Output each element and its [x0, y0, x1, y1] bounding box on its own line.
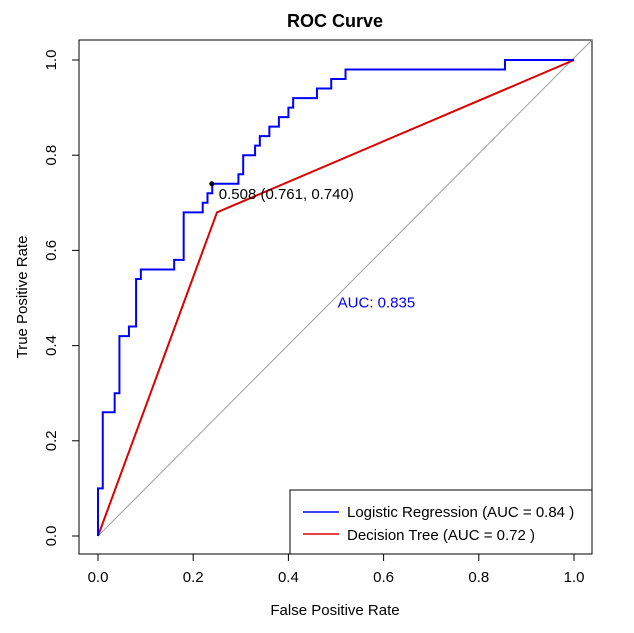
legend-box [289, 489, 593, 555]
y-axis: 0.0 0.2 0.4 0.6 0.8 1.0 [43, 50, 80, 547]
y-tick-label: 0.2 [43, 430, 60, 451]
x-tick-label: 0.8 [468, 569, 489, 586]
auc-annotation: AUC: 0.835 [338, 295, 416, 312]
y-axis-label: True Positive Rate [14, 236, 31, 359]
y-tick-label: 1.0 [43, 50, 60, 71]
decision-tree-roc-line [97, 59, 575, 537]
x-tick-label: 0.0 [88, 569, 109, 586]
threshold-point [209, 181, 215, 187]
legend: Logistic Regression (AUC = 0.84 ) Decisi… [289, 489, 593, 555]
x-tick-label: 1.0 [564, 569, 585, 586]
x-tick-label: 0.4 [278, 569, 299, 586]
diagonal-reference-line [97, 39, 593, 537]
plot-area: 0.508 (0.761, 0.740) AUC: 0.835 [97, 39, 593, 537]
chart-title: ROC Curve [287, 11, 383, 31]
x-axis: 0.0 0.2 0.4 0.6 0.8 1.0 [88, 553, 585, 586]
y-tick-label: 0.8 [43, 145, 60, 166]
logistic-regression-roc-line [97, 59, 574, 536]
legend-label-logistic: Logistic Regression (AUC = 0.84 ) [347, 504, 574, 521]
y-tick-label: 0.4 [43, 335, 60, 356]
y-tick-label: 0.0 [43, 526, 60, 547]
x-tick-label: 0.6 [373, 569, 394, 586]
y-tick-label: 0.6 [43, 240, 60, 261]
x-axis-label: False Positive Rate [270, 602, 399, 619]
threshold-label: 0.508 (0.761, 0.740) [219, 186, 354, 203]
legend-label-decision-tree: Decision Tree (AUC = 0.72 ) [347, 527, 535, 544]
x-tick-label: 0.2 [183, 569, 204, 586]
